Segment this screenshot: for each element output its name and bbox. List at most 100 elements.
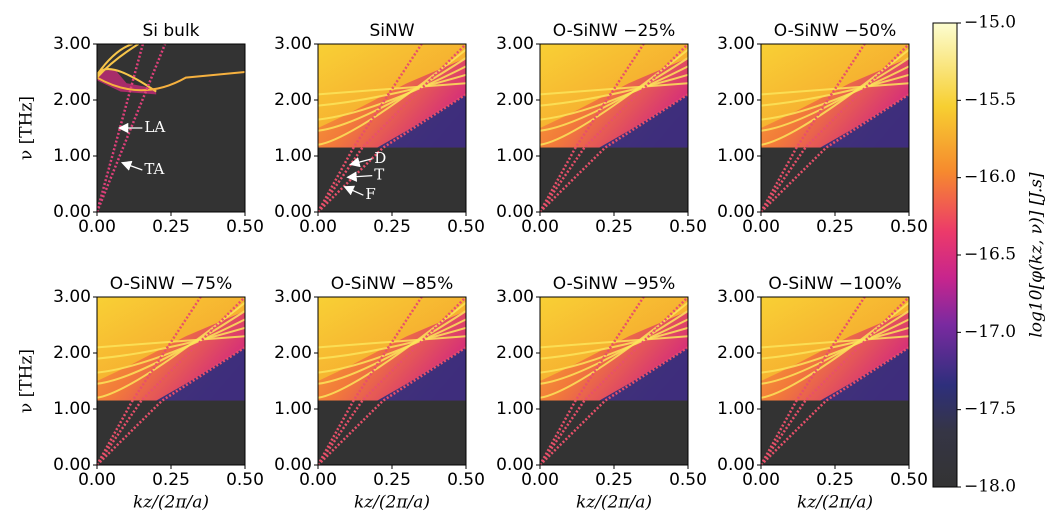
annotation-arrow	[120, 160, 143, 171]
cold-region	[156, 347, 245, 401]
x-axis-label: kz/(2π/a)	[133, 493, 209, 513]
panel: O-SiNW −85% 0.00 0.25 0.50 0.00 1.00 2.00 3.00 k…	[274, 274, 485, 513]
y-tick-label: 0.00	[496, 455, 534, 475]
x-tick-label: 0.00	[521, 217, 559, 237]
acoustic	[97, 44, 145, 212]
y-axis-label: ν [THz]	[17, 96, 37, 160]
x-axis-label: kz/(2π/a)	[354, 493, 430, 513]
panel: O-SiNW −25% 0.00 0.25 0.50 0.00 1.00 2.00 3.00	[496, 21, 707, 237]
panel-title: SiNW	[369, 21, 414, 41]
x-tick-label: 0.25	[816, 470, 854, 490]
branch	[318, 82, 466, 96]
x-tick-label: 0.50	[447, 470, 485, 490]
acoustic	[540, 44, 645, 212]
acoustic	[540, 93, 688, 212]
x-tick-label: 0.50	[669, 217, 707, 237]
y-tick-label: 0.00	[53, 202, 91, 222]
y-tick-label: 3.00	[496, 287, 534, 307]
gap	[318, 147, 466, 212]
annotation-arrow	[346, 171, 373, 182]
band	[97, 69, 157, 95]
y-tick-label: 3.00	[274, 287, 312, 307]
branch	[761, 335, 909, 349]
colorbar-gradient	[932, 22, 958, 488]
gap	[761, 400, 909, 465]
colorbar-tick-label: −15.0	[964, 13, 1016, 33]
acoustic	[540, 297, 645, 465]
colorbar: −18.0 −17.5 −17.0 −16.5 −16.0 −15.5 −15.0 log10…	[932, 13, 1047, 497]
annotation: TA	[144, 160, 164, 178]
gap	[540, 400, 688, 465]
branch	[761, 82, 909, 96]
panel-title: O-SiNW −95%	[553, 274, 675, 294]
branch	[97, 310, 245, 385]
x-tick-label: 0.50	[226, 470, 264, 490]
acoustic	[97, 346, 245, 465]
cold-region	[599, 94, 688, 148]
branch	[318, 310, 466, 385]
gap	[761, 147, 909, 212]
y-tick-label: 0.00	[274, 455, 312, 475]
x-tick-label: 0.25	[373, 217, 411, 237]
x-tick-label: 0.25	[595, 470, 633, 490]
colorbar-tick-label: −18.0	[964, 477, 1016, 497]
y-tick-label: 1.00	[496, 399, 534, 419]
hot-region	[318, 44, 466, 128]
branch	[540, 82, 688, 96]
panel: O-SiNW −95% 0.00 0.25 0.50 0.00 1.00 2.00 3.00 k…	[496, 274, 707, 513]
x-tick-label: 0.00	[299, 217, 337, 237]
acoustic	[318, 93, 466, 212]
colorbar-tick-label: −17.0	[964, 322, 1016, 342]
acoustic	[761, 44, 866, 212]
branch	[97, 326, 245, 360]
y-tick-label: 0.00	[717, 455, 755, 475]
spectrum	[97, 297, 245, 465]
branch	[761, 310, 909, 385]
acoustic	[318, 297, 423, 465]
hot-region	[761, 44, 909, 128]
spectrum	[540, 44, 688, 212]
y-tick-label: 3.00	[717, 287, 755, 307]
y-tick-label: 2.00	[496, 90, 534, 110]
y-tick-label: 3.00	[274, 34, 312, 54]
y-tick-label: 2.00	[717, 343, 755, 363]
x-tick-label: 0.50	[447, 217, 485, 237]
x-tick-label: 0.50	[890, 217, 928, 237]
y-tick-label: 0.00	[53, 455, 91, 475]
branch	[540, 57, 688, 132]
hot-region	[761, 297, 909, 381]
branch	[540, 310, 688, 385]
hot-region	[318, 297, 466, 381]
colorbar-tick-label: −16.5	[964, 245, 1016, 265]
cold-region	[377, 94, 466, 148]
acoustic	[761, 93, 909, 212]
x-tick-label: 0.00	[742, 217, 780, 237]
x-tick-label: 0.25	[152, 470, 190, 490]
y-tick-label: 3.00	[53, 287, 91, 307]
branch	[97, 335, 245, 349]
branch	[318, 335, 466, 349]
hot-region	[540, 297, 688, 381]
panel-title: O-SiNW −85%	[331, 274, 453, 294]
x-tick-label: 0.25	[595, 217, 633, 237]
panel: SiNW 0.00 0.25 0.50 0.00 1.00 2.00 3.00 DTF	[274, 21, 485, 237]
annotation: T	[374, 166, 384, 184]
y-tick-label: 2.00	[53, 343, 91, 363]
x-tick-label: 0.50	[669, 470, 707, 490]
x-axis-label: kz/(2π/a)	[797, 493, 873, 513]
branch	[761, 73, 909, 107]
panel-title: O-SiNW −100%	[768, 274, 901, 294]
hot-region	[97, 297, 245, 381]
colorbar-label: log10[φ(kz, ν)] [J.s]	[1027, 172, 1047, 338]
panel-title: Si bulk	[142, 21, 199, 41]
acoustic	[761, 346, 909, 465]
y-tick-label: 0.00	[496, 202, 534, 222]
annotation: F	[365, 185, 375, 203]
x-tick-label: 0.00	[78, 217, 116, 237]
branch	[318, 326, 466, 360]
y-tick-label: 2.00	[53, 90, 91, 110]
y-tick-label: 3.00	[53, 34, 91, 54]
y-tick-label: 1.00	[274, 399, 312, 419]
branch	[540, 335, 688, 349]
acoustic	[318, 346, 466, 465]
